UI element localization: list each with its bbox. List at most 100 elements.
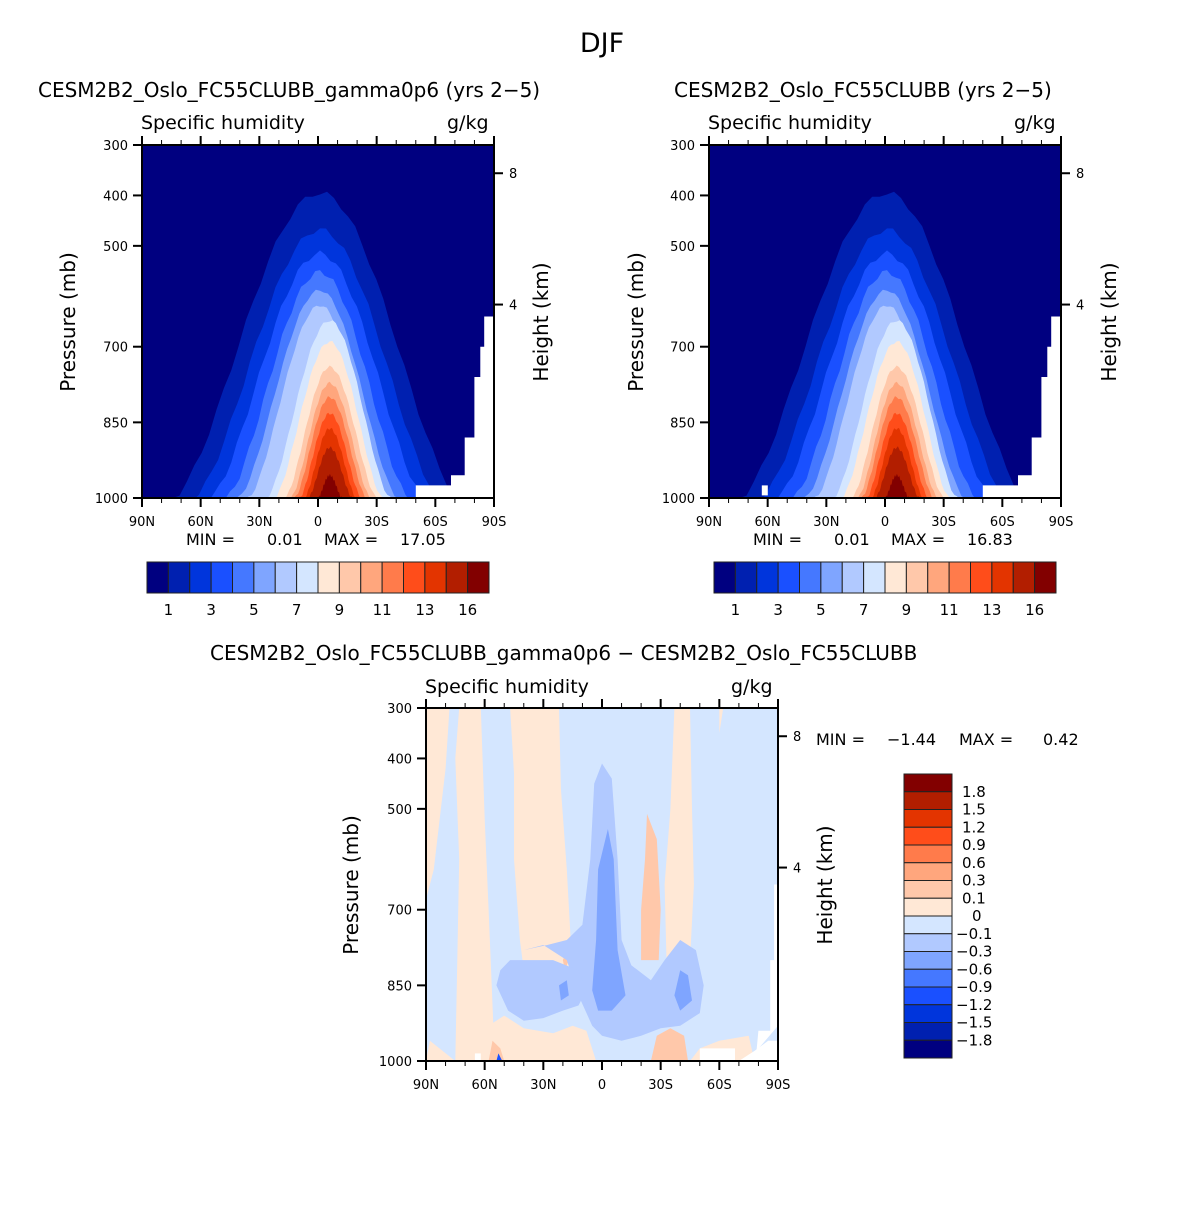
panel3-axes: 90N 60N 30N 0 30S 60S 90S 300 400 500 700 850 1000 8 4 bbox=[379, 699, 801, 1093]
panel3-colorbar-label: −0.3 bbox=[956, 943, 992, 961]
panel2-xtick-label: 60S bbox=[990, 515, 1015, 530]
panel1-colorbar-box bbox=[189, 561, 212, 594]
panel2-colorbar-label: 1 bbox=[731, 601, 741, 619]
panel3-colorbar-label: 0 bbox=[972, 907, 982, 925]
panel2-colorbar-box bbox=[756, 561, 779, 594]
panel1-colorbar-label: 1 bbox=[164, 601, 174, 619]
panel3-ytick-label: 400 bbox=[387, 752, 412, 767]
panel2-colorbar-label: 13 bbox=[982, 601, 1001, 619]
contour-band bbox=[738, 1040, 778, 1061]
panel2-colorbar-box bbox=[991, 561, 1014, 594]
panel1-colorbar-box bbox=[360, 561, 383, 594]
panel1-colorbar-box bbox=[338, 561, 362, 594]
panel1-colorbar: 1 3 5 7 9 11 13 16 bbox=[146, 561, 490, 619]
contour-band bbox=[510, 708, 573, 1011]
figure-title: DJF bbox=[579, 28, 625, 59]
panel1-xtick-label: 0 bbox=[314, 515, 322, 530]
panel1-ytick-label: 850 bbox=[103, 416, 128, 431]
panel2-colorbar-box bbox=[734, 561, 758, 594]
panel1-colorbar-box bbox=[445, 561, 469, 594]
panel1-ytick-label: 400 bbox=[103, 189, 128, 204]
panel3-right-subtitle: g/kg bbox=[731, 676, 773, 698]
panel3-xtick-label: 60S bbox=[707, 1078, 732, 1093]
missing-data-region bbox=[761, 485, 768, 496]
panel3-colorbar-label: 0.9 bbox=[962, 836, 986, 854]
panel2-colorbar-box bbox=[799, 561, 822, 594]
panel3-colorbar-label: −1.5 bbox=[956, 1014, 992, 1032]
panel2-colorbar-box bbox=[884, 561, 907, 594]
panel3-xtick-label: 30S bbox=[648, 1078, 673, 1093]
panel3-title: CESM2B2_Oslo_FC55CLUBB_gamma0p6 − CESM2B… bbox=[210, 641, 918, 665]
panel2-colorbar-box bbox=[713, 561, 736, 594]
panel3-plot bbox=[426, 708, 778, 1061]
panel1-right-subtitle: g/kg bbox=[447, 112, 489, 134]
contour-band bbox=[592, 829, 626, 1011]
panel3-colorbar-box bbox=[903, 791, 953, 810]
panel1-colorbar-label: 7 bbox=[292, 601, 302, 619]
contour-band bbox=[309, 446, 353, 498]
panel3-colorbar-label: 0.6 bbox=[962, 854, 986, 872]
contour-band bbox=[426, 1040, 456, 1061]
panel1-xtick-label: 60S bbox=[423, 515, 448, 530]
panel3-colorbar-box bbox=[903, 933, 953, 952]
panel2-ytick-label: 300 bbox=[670, 139, 695, 154]
panel3-colorbar-label: 0.3 bbox=[962, 872, 986, 890]
contour-band bbox=[674, 970, 692, 1011]
panel2-colorbar-box bbox=[905, 561, 929, 594]
panel1-colorbar-box bbox=[274, 561, 298, 594]
panel3-colorbar-box bbox=[903, 1039, 953, 1059]
panel3-y2tick-label: 4 bbox=[793, 862, 801, 877]
panel1-plot bbox=[142, 145, 494, 498]
panel2-colorbar-label: 9 bbox=[902, 601, 912, 619]
panel2-colorbar-label: 3 bbox=[773, 601, 783, 619]
panel3-min-value: −1.44 bbox=[887, 730, 937, 749]
contour-band bbox=[426, 708, 450, 900]
contour-band bbox=[639, 708, 694, 971]
panel2-colorbar-box bbox=[927, 561, 950, 594]
panel3-xtick-label: 90S bbox=[766, 1078, 791, 1093]
contour-band bbox=[876, 446, 920, 498]
panel1-colorbar-box bbox=[210, 561, 233, 594]
panel1-xtick-label: 30N bbox=[246, 515, 272, 530]
panel1-y2tick-label: 8 bbox=[509, 167, 517, 182]
panel1-colorbar-box bbox=[381, 561, 404, 594]
panel3-ytick-label: 300 bbox=[387, 702, 412, 717]
panel2-y2tick-label: 8 bbox=[1076, 167, 1084, 182]
panel1-ytick-label: 500 bbox=[103, 240, 128, 255]
panel3-xtick-label: 0 bbox=[598, 1078, 606, 1093]
panel2-contours bbox=[709, 145, 1061, 498]
panel3-colorbar-label: 1.2 bbox=[962, 818, 986, 836]
panel3-ytick-label: 1000 bbox=[379, 1055, 412, 1070]
panel1-colorbar-label: 9 bbox=[335, 601, 345, 619]
panel2-max-value: 16.83 bbox=[967, 530, 1013, 549]
panel1-ytick-label: 1000 bbox=[95, 492, 128, 507]
panel2-colorbar-box bbox=[1012, 561, 1036, 594]
panel3-colorbar-box bbox=[903, 844, 953, 864]
panel2-left-subtitle: Specific humidity bbox=[708, 112, 872, 134]
panel1-xtick-label: 30S bbox=[364, 515, 389, 530]
panel3-colorbar-box bbox=[903, 880, 953, 899]
panel1-max-label: MAX = bbox=[324, 530, 379, 549]
contour-band bbox=[455, 708, 495, 1061]
panel3-colorbar-label: −1.8 bbox=[956, 1031, 992, 1049]
panel2-ytick-label: 700 bbox=[670, 341, 695, 356]
panel3-colorbar-label: 0.1 bbox=[962, 889, 986, 907]
panel2-colorbar-box bbox=[841, 561, 865, 594]
panel3-left-subtitle: Specific humidity bbox=[425, 676, 589, 698]
panel2-y2tick-label: 4 bbox=[1076, 299, 1084, 314]
panel3-min-label: MIN = bbox=[816, 730, 865, 749]
panel2-colorbar-label: 16 bbox=[1025, 601, 1044, 619]
panel3-colorbar-box bbox=[903, 915, 953, 935]
panel3-contours bbox=[426, 708, 778, 1061]
contour-band bbox=[719, 708, 724, 734]
panel3-ytick-label: 500 bbox=[387, 803, 412, 818]
panel1-colorbar-box bbox=[467, 561, 490, 594]
panel2-colorbar-label: 11 bbox=[940, 601, 959, 619]
panel3-colorbar-label: 1.5 bbox=[962, 801, 986, 819]
panel1-max-value: 17.05 bbox=[400, 530, 446, 549]
missing-data-region bbox=[415, 316, 494, 498]
panel3-colorbar-box bbox=[903, 951, 953, 970]
panel3-colorbar-box bbox=[903, 1022, 953, 1041]
panel1-min-label: MIN = bbox=[186, 530, 235, 549]
